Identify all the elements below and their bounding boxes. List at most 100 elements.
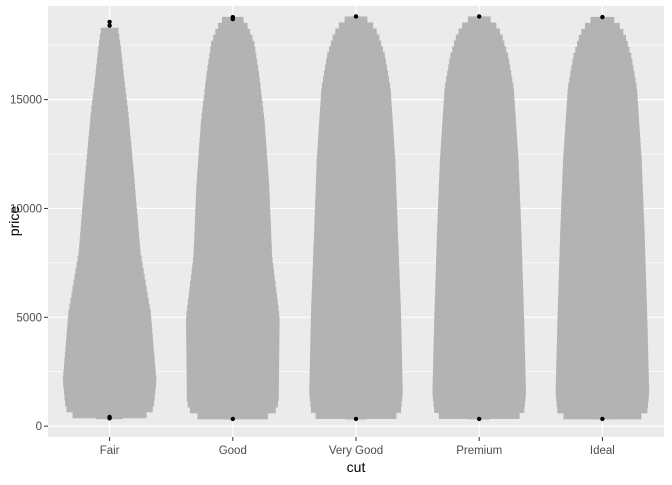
- shape-band: [432, 382, 526, 389]
- shape-band: [186, 364, 280, 372]
- shape-band: [435, 292, 524, 299]
- shape-band: [321, 88, 391, 95]
- shape-band: [556, 358, 649, 366]
- shape-band: [195, 190, 270, 198]
- shape-band: [564, 130, 640, 138]
- shape-band: [569, 76, 636, 84]
- shape-band: [434, 406, 525, 413]
- shape-band: [564, 136, 641, 144]
- shape-band: [557, 310, 648, 318]
- shape-band: [316, 154, 396, 161]
- shape-band: [90, 117, 130, 125]
- shape-band: [194, 238, 272, 246]
- shape-band: [312, 274, 400, 281]
- shape-band: [200, 118, 265, 126]
- shape-band: [563, 412, 642, 420]
- shape-band: [327, 52, 385, 59]
- shape-band: [194, 226, 272, 234]
- shape-band: [558, 268, 646, 276]
- shape-band: [438, 190, 520, 197]
- shape-band: [320, 94, 392, 101]
- shape-band: [98, 45, 121, 53]
- shape-band: [205, 76, 260, 84]
- shape-premium: [432, 16, 526, 420]
- shape-band: [436, 244, 522, 251]
- shape-band: [209, 52, 257, 60]
- shape-band: [197, 172, 269, 180]
- shape-band: [99, 33, 120, 41]
- shape-band: [434, 304, 524, 311]
- shape-band: [584, 22, 620, 30]
- shape-band: [72, 285, 147, 293]
- shape-band: [93, 87, 126, 95]
- shape-band: [557, 322, 648, 330]
- shape-band: [578, 34, 626, 42]
- shape-band: [86, 159, 133, 167]
- x-axis-title: cut: [347, 459, 366, 475]
- shape-band: [557, 406, 648, 414]
- y-axis-title: price: [6, 206, 22, 237]
- shape-band: [445, 82, 514, 89]
- shape-band: [440, 148, 518, 155]
- shape-band: [80, 231, 140, 239]
- shape-band: [195, 202, 271, 210]
- shape-band: [313, 244, 399, 251]
- shape-band: [568, 82, 637, 90]
- shape-band: [63, 363, 156, 371]
- shape-band: [316, 160, 396, 167]
- shape-band: [311, 286, 401, 293]
- shape-band: [309, 370, 403, 377]
- shape-band: [81, 213, 138, 221]
- shape-band: [92, 99, 128, 107]
- shape-band: [64, 351, 155, 359]
- shape-band: [435, 268, 523, 275]
- shape-band: [562, 166, 643, 174]
- shape-band: [186, 316, 280, 324]
- shape-band: [199, 142, 267, 150]
- shape-band: [309, 394, 403, 401]
- shape-band: [575, 46, 630, 54]
- shape-band: [89, 129, 131, 137]
- shape-band: [559, 244, 646, 252]
- outlier-point: [600, 14, 605, 20]
- shape-band: [75, 267, 144, 275]
- shape-band: [198, 154, 268, 162]
- shape-band: [325, 64, 387, 71]
- shape-band: [89, 123, 130, 131]
- shape-band: [100, 27, 119, 35]
- shape-band: [320, 106, 392, 113]
- shape-band: [197, 160, 268, 168]
- shape-band: [441, 130, 517, 137]
- shape-band: [186, 328, 280, 336]
- shape-band: [186, 376, 279, 384]
- shape-band: [78, 249, 141, 257]
- shape-band: [450, 52, 509, 59]
- shape-band: [562, 172, 643, 180]
- shape-band: [211, 40, 255, 48]
- shape-band: [314, 214, 398, 221]
- shape-band: [315, 412, 397, 419]
- shape-band: [438, 202, 521, 209]
- shape-band: [563, 148, 642, 156]
- shape-band: [84, 177, 135, 185]
- x-tick-label: Very Good: [329, 445, 383, 457]
- shape-band: [437, 208, 521, 215]
- shape-band: [556, 352, 649, 360]
- shape-band: [315, 202, 397, 209]
- shape-band: [191, 268, 275, 276]
- shape-band: [556, 364, 649, 372]
- shape-band: [90, 111, 129, 119]
- shape-band: [83, 195, 137, 203]
- shape-band: [335, 28, 377, 35]
- shape-band: [442, 118, 516, 125]
- shape-band: [77, 255, 142, 263]
- shape-fair: [62, 27, 157, 420]
- shape-band: [446, 76, 513, 83]
- shape-band: [65, 339, 154, 347]
- shape-band: [432, 376, 526, 383]
- shape-band: [202, 106, 264, 114]
- shape-band: [195, 214, 271, 222]
- shape-band: [338, 22, 374, 29]
